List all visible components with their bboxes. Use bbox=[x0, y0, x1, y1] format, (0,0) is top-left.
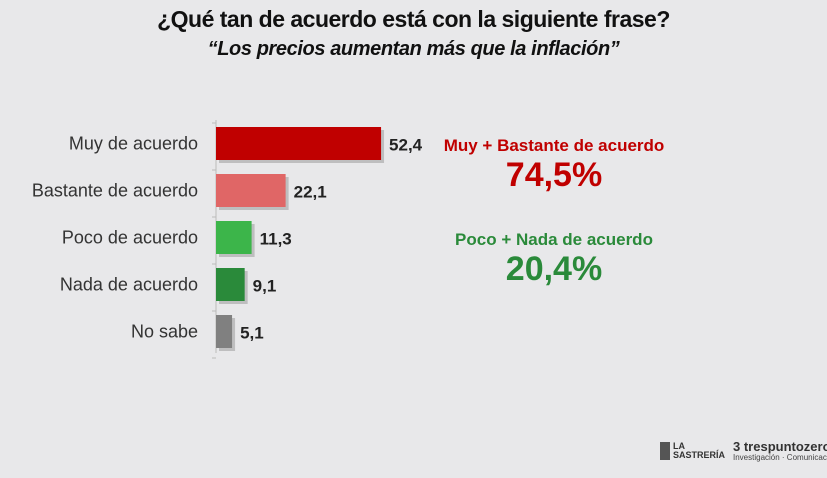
chart-title: ¿Qué tan de acuerdo está con la siguient… bbox=[157, 6, 670, 32]
summary-disagree-label: Poco + Nada de acuerdo bbox=[455, 230, 653, 249]
summary-agree-value: 74,5% bbox=[505, 156, 603, 194]
la-sastreria-logo: LA SASTRERÍA bbox=[660, 442, 725, 460]
trespuntozero-logo: 3 trespuntozero Investigación · Comunicac… bbox=[733, 440, 827, 462]
summary-disagree: Poco + Nada de acuerdo 20,4% bbox=[424, 230, 684, 289]
bar-1 bbox=[216, 174, 286, 207]
category-label: No sabe bbox=[131, 322, 198, 342]
trespuntozero-tagline: Investigación · Comunicación bbox=[733, 453, 827, 462]
value-label: 52,4 bbox=[389, 136, 423, 155]
value-label: 11,3 bbox=[260, 230, 292, 249]
summary-disagree-value: 20,4% bbox=[505, 250, 603, 288]
chart-subtitle: “Los precios aumentan más que la inflaci… bbox=[207, 38, 620, 60]
category-label: Bastante de acuerdo bbox=[32, 181, 198, 201]
value-label: 5,1 bbox=[240, 324, 264, 343]
category-label: Muy de acuerdo bbox=[69, 134, 198, 154]
bar-3 bbox=[216, 268, 245, 301]
category-label: Nada de acuerdo bbox=[60, 275, 198, 295]
bar-4 bbox=[216, 315, 233, 348]
summary-agree: Muy + Bastante de acuerdo 74,5% bbox=[424, 136, 684, 195]
summary-agree-label: Muy + Bastante de acuerdo bbox=[443, 136, 665, 155]
bar-2 bbox=[216, 221, 252, 254]
logos: LA SASTRERÍA 3 trespuntozero Investigació… bbox=[660, 440, 827, 462]
trespuntozero-name: 3 trespuntozero bbox=[733, 439, 827, 454]
bar-0 bbox=[216, 127, 382, 160]
value-label: 9,1 bbox=[253, 277, 277, 296]
value-label: 22,1 bbox=[294, 183, 327, 202]
category-label: Poco de acuerdo bbox=[62, 228, 198, 248]
